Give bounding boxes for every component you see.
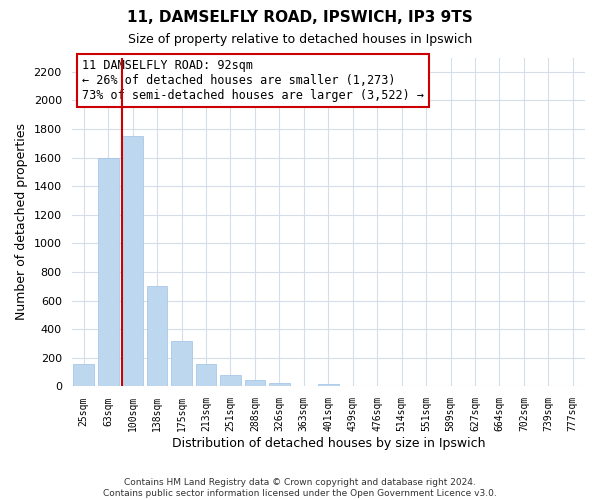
Bar bbox=[269, 383, 290, 386]
Bar bbox=[147, 286, 167, 386]
Bar bbox=[245, 380, 265, 386]
Text: Size of property relative to detached houses in Ipswich: Size of property relative to detached ho… bbox=[128, 32, 472, 46]
Bar bbox=[171, 342, 192, 386]
Bar bbox=[196, 364, 217, 386]
Text: 11 DAMSELFLY ROAD: 92sqm
← 26% of detached houses are smaller (1,273)
73% of sem: 11 DAMSELFLY ROAD: 92sqm ← 26% of detach… bbox=[82, 59, 424, 102]
Bar bbox=[318, 384, 338, 386]
Bar bbox=[98, 158, 119, 386]
Text: Contains HM Land Registry data © Crown copyright and database right 2024.
Contai: Contains HM Land Registry data © Crown c… bbox=[103, 478, 497, 498]
Bar bbox=[220, 375, 241, 386]
Text: 11, DAMSELFLY ROAD, IPSWICH, IP3 9TS: 11, DAMSELFLY ROAD, IPSWICH, IP3 9TS bbox=[127, 10, 473, 25]
Bar bbox=[73, 364, 94, 386]
Bar bbox=[122, 136, 143, 386]
X-axis label: Distribution of detached houses by size in Ipswich: Distribution of detached houses by size … bbox=[172, 437, 485, 450]
Y-axis label: Number of detached properties: Number of detached properties bbox=[15, 124, 28, 320]
